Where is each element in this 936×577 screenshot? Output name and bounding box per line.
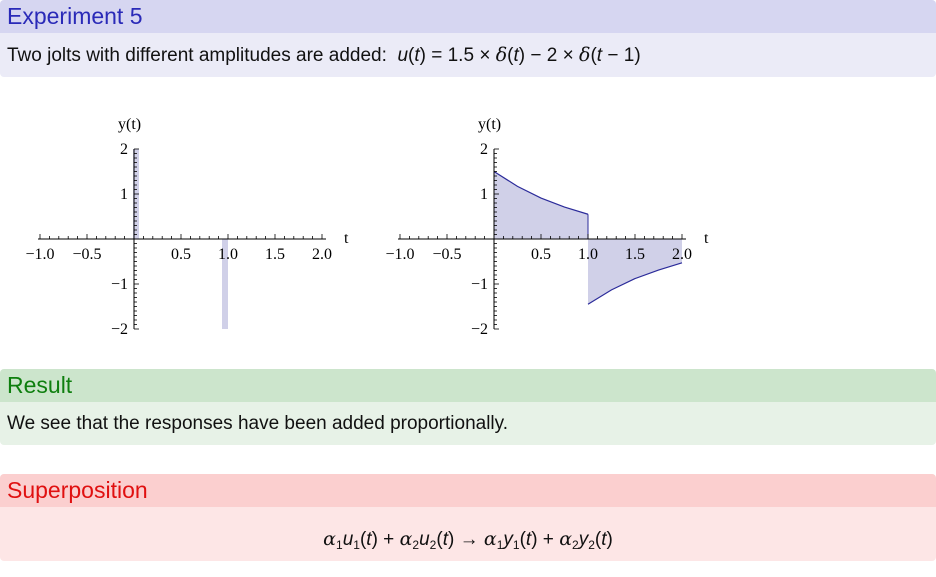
step-response-plot: y(t) t −1.0 −0.5 0.5 1.0 1.5 2.0 2 1 −1 −2 [385,116,709,338]
plot-axes [398,148,686,330]
x-tick-label: −0.5 [432,246,461,263]
x-tick-label: 1.0 [578,246,598,263]
result-title: Result [0,369,936,402]
x-axis-label: t [704,230,709,247]
y-tick-label: −2 [111,321,128,338]
result-text: We see that the responses have been adde… [0,402,936,445]
input-equation: u(t) = 1.5 × δ(t) − 2 × δ(t − 1) [397,44,641,66]
y-axis-label: y(t) [118,116,141,133]
x-tick-label: 2.0 [312,246,332,263]
experiment-title: Experiment 5 [0,0,936,33]
experiment-description: Two jolts with different amplitudes are … [0,33,936,77]
x-tick-label: −0.5 [72,246,101,263]
x-tick-label: 2.0 [672,246,692,263]
y-tick-label: −1 [111,276,128,293]
y-axis-label: y(t) [478,116,501,133]
plot-marks [493,170,683,305]
x-tick-label: 1.5 [625,246,645,263]
x-axis-label: t [344,230,349,247]
y-tick-label: 1 [120,186,128,203]
response-area [588,239,682,305]
response-curve [493,170,589,215]
y-tick-label: −2 [471,321,488,338]
response-area [494,171,588,239]
superposition-title: Superposition [0,474,936,507]
response-curve [587,262,683,305]
impulse-bar [222,239,228,329]
y-tick-label: −1 [471,276,488,293]
impulse-response-plot: y(t) t −1.0 −0.5 0.5 1.0 1.5 2.0 2 1 −1 −2 [25,116,349,338]
x-tick-label: 1.5 [265,246,285,263]
y-tick-label: 2 [120,141,128,158]
x-tick-label: 0.5 [171,246,191,263]
x-tick-label: 1.0 [218,246,238,263]
experiment-text: Two jolts with different amplitudes are … [7,45,387,66]
x-tick-label: −1.0 [25,246,54,263]
y-tick-label: 1 [480,186,488,203]
x-tick-label: −1.0 [385,246,414,263]
x-tick-label: 0.5 [531,246,551,263]
plot-axes [38,148,326,330]
superposition-formula: α1u1(t) + α2u2(t) → α1y1(t) + α2y2(t) [0,507,936,561]
y-tick-label: 2 [480,141,488,158]
